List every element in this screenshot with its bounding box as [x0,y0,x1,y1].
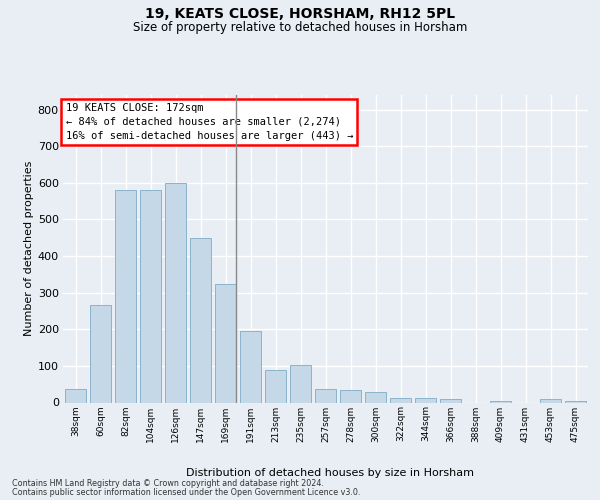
Bar [190,238,211,402]
Bar [415,398,436,402]
Bar [365,392,386,402]
Bar [140,190,161,402]
Bar [540,399,561,402]
Bar [490,400,511,402]
Bar [390,398,411,402]
Bar [565,400,586,402]
Bar [65,388,86,402]
Bar [440,399,461,402]
Text: 19 KEATS CLOSE: 172sqm
← 84% of detached houses are smaller (2,274)
16% of semi-: 19 KEATS CLOSE: 172sqm ← 84% of detached… [65,102,353,141]
Y-axis label: Number of detached properties: Number of detached properties [23,161,34,336]
Text: Contains HM Land Registry data © Crown copyright and database right 2024.: Contains HM Land Registry data © Crown c… [12,479,324,488]
Bar [290,365,311,403]
Bar [315,390,336,402]
Text: 19, KEATS CLOSE, HORSHAM, RH12 5PL: 19, KEATS CLOSE, HORSHAM, RH12 5PL [145,8,455,22]
Bar [240,331,261,402]
Bar [115,190,136,402]
Bar [215,284,236,403]
Bar [165,183,186,402]
Bar [340,390,361,402]
Bar [90,306,111,402]
Text: Size of property relative to detached houses in Horsham: Size of property relative to detached ho… [133,22,467,35]
Bar [265,370,286,402]
Text: Distribution of detached houses by size in Horsham: Distribution of detached houses by size … [186,468,474,477]
Text: Contains public sector information licensed under the Open Government Licence v3: Contains public sector information licen… [12,488,361,497]
